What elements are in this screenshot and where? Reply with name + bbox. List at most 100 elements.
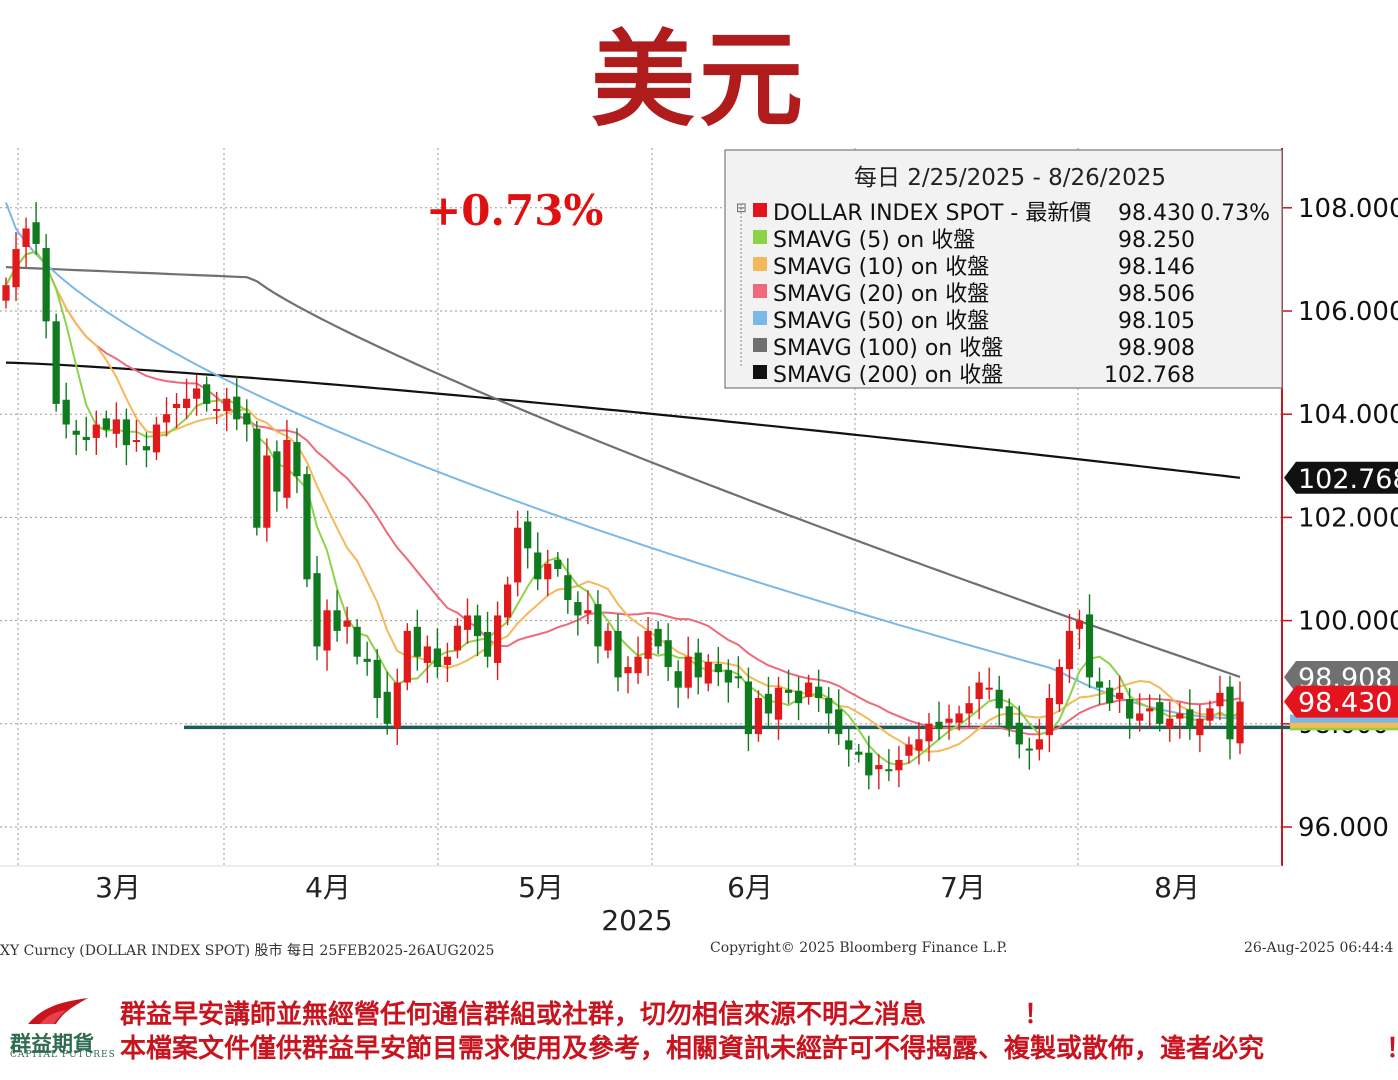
legend-value: 98.105 [1118,309,1195,334]
candle-body [193,388,201,399]
candle-body [514,527,522,583]
legend-label: SMAVG (10) on 收盤 [773,255,989,280]
candle-body [203,384,211,404]
sma-10-line [5,250,1241,753]
logo-subtitle: CAPITAL FUTURES [10,1050,116,1060]
footer-copyright: Copyright© 2025 Bloomberg Finance L.P. [710,940,1008,956]
chart: 96.00098.000100.000102.000104.000106.000… [0,148,1398,937]
x-tick-label: 7月 [940,871,986,904]
candle-body [1206,708,1214,721]
candle-body [664,640,672,668]
candle-body [313,573,321,647]
candle-body [885,769,893,772]
candle-body [223,398,231,412]
candle-body [835,709,843,735]
candle-body [303,474,311,580]
candle-body [253,428,261,528]
x-axis: 3月 4月 5月 6月 7月 8月 2025 [95,871,1200,937]
candle-body [283,440,291,498]
legend-value: 98.146 [1118,255,1195,280]
disclaimer-mark-2: ！ [1386,1028,1398,1065]
candle-body [614,630,622,678]
candle-body [965,703,973,714]
legend-swatch [753,338,767,352]
candle-body [945,718,953,723]
candle-body [935,721,943,729]
sma-100-line [5,266,1241,678]
candle-body [925,723,933,742]
candle-body [1226,686,1234,740]
candle-body [182,398,191,409]
candle-body [373,659,381,698]
legend-swatch [753,365,767,379]
candle-body [855,751,863,755]
disclaimer-line-1: 群益早安講師並無經營任何通信群組或社群，切勿相信來源不明之消息 [120,1000,927,1030]
y-tick-label: 100.000 [1298,607,1398,637]
legend-swatch [753,257,767,271]
candle-body [564,575,572,600]
chart-grid [0,148,1282,866]
candle-body [443,656,452,665]
x-tick-label: 5月 [518,871,564,904]
candle-body [825,698,833,714]
candle-body [1055,667,1064,705]
candle-body [273,451,281,492]
candle-body [734,676,742,679]
x-tick-label: 6月 [727,871,773,904]
y-tick-label: 104.000 [1298,400,1398,430]
candle-body [343,620,351,627]
candle-body [1065,630,1074,670]
logo-icon [28,998,88,1024]
candle-body [363,658,371,662]
candle-body [1146,708,1154,712]
legend-label: SMAVG (50) on 收盤 [773,309,989,334]
legend-label: SMAVG (200) on 收盤 [773,363,1003,388]
candles [2,202,1244,790]
badge-last: 98.430 [1284,685,1398,719]
candle-body [172,403,181,409]
candle-body [1156,702,1164,724]
chart-lines [5,202,1398,767]
legend-value: 98.250 [1118,228,1195,253]
candle-body [995,689,1003,709]
footer-timestamp: 26-Aug-2025 06:44:4 [1244,940,1394,956]
ma-strip [1290,719,1398,728]
candle-body [413,626,421,657]
disclaimer-line-2: 本檔案文件僅供群益早安節目需求使用及參考，相關資訊未經許可不得揭露、複製或散佈，… [120,1034,1265,1064]
sma-5-line [5,250,1241,767]
candle-body [102,418,110,430]
candle-body [905,744,913,756]
candle-body [554,559,562,569]
candle-body [122,419,131,446]
candle-body [704,661,712,684]
candle-body [393,682,401,728]
x-tick-label: 8月 [1154,871,1200,904]
candle-body [774,687,783,720]
candle-body [162,414,171,423]
candle-body [52,321,60,404]
candle-body [584,610,592,614]
candle-body [1196,718,1204,736]
candle-body [744,681,753,735]
candle-body [1216,692,1224,707]
candle-body [112,419,120,434]
candle-body [784,689,793,693]
candle-body [142,446,151,451]
candle-body [2,285,10,301]
candle-body [463,615,472,630]
candle-body [1126,699,1134,719]
candle-body [483,631,492,657]
candle-body [794,690,803,704]
candle-body [1085,614,1094,678]
legend-label: DOLLAR INDEX SPOT - 最新價 [773,201,1091,226]
candle-body [674,671,682,688]
disclaimer-mark-1: ！ [1024,1000,1051,1030]
legend-value: 98.430 [1118,201,1195,226]
candle-body [654,628,662,647]
y-tick-label: 102.000 [1298,503,1398,533]
candle-body [333,610,341,631]
candle-body [684,656,692,688]
candle-body [433,648,442,668]
candle-body [132,440,141,442]
candle-body [534,552,542,580]
